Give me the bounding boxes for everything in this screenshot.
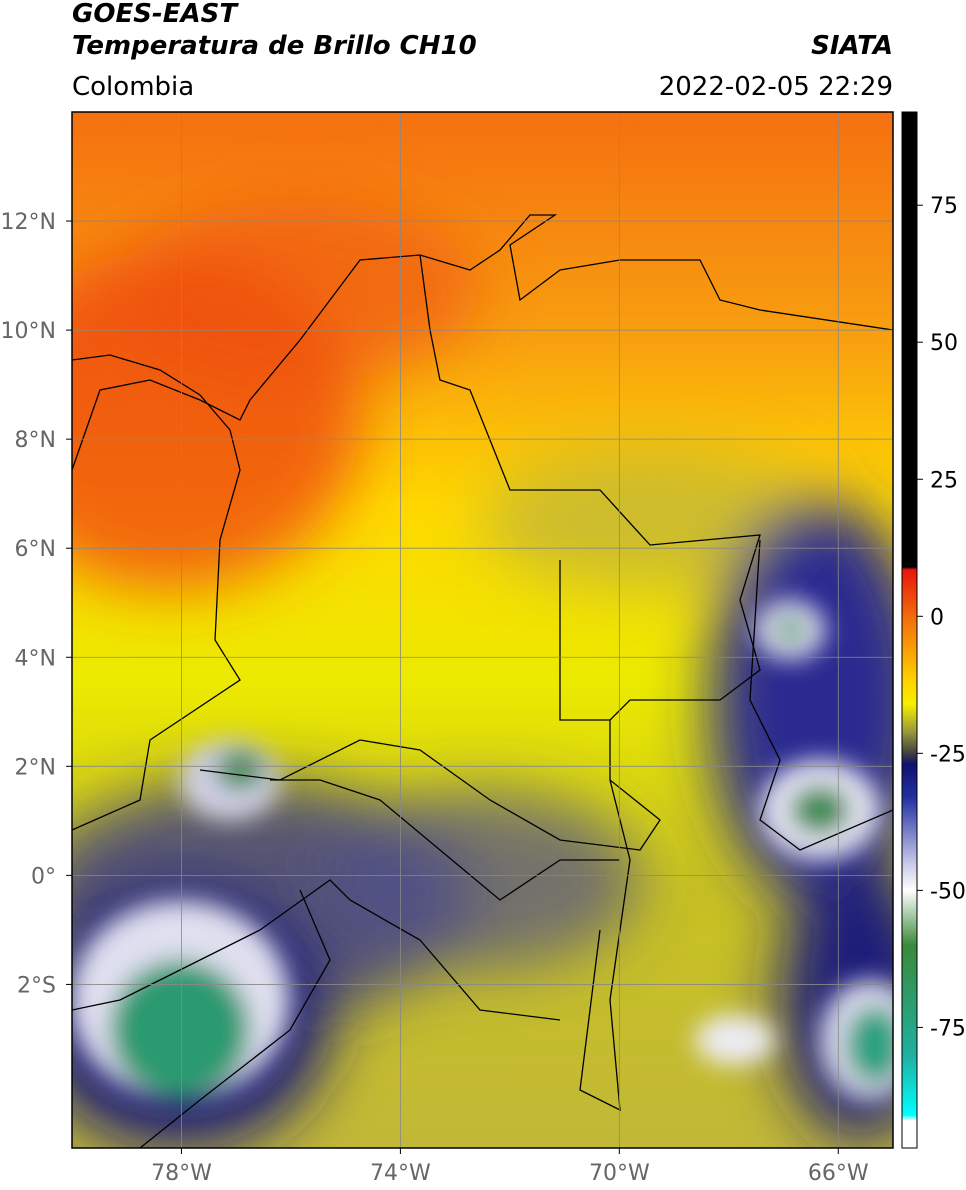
satellite-image <box>72 112 893 1148</box>
colorbar-tick-label: -50 <box>930 879 966 904</box>
colorbar-tick-label: 75 <box>930 194 958 219</box>
datetime: 2022-02-05 22:29 <box>659 72 893 102</box>
region: Colombia <box>72 72 194 102</box>
y-tick-label: 8°N <box>15 428 56 453</box>
colorbar <box>901 111 918 1149</box>
y-tick-label: 10°N <box>1 319 56 344</box>
y-tick-label: 4°N <box>15 646 56 671</box>
x-tick-label: 78°W <box>151 1161 212 1186</box>
y-tick-label: 6°N <box>15 537 56 562</box>
x-tick-label: 74°W <box>370 1161 431 1186</box>
colorbar-tick-label: 50 <box>930 331 958 356</box>
x-tick-label: 70°W <box>589 1161 650 1186</box>
colorbar-tick-label: 0 <box>930 605 944 630</box>
source: SIATA <box>811 31 893 61</box>
x-tick-label: 66°W <box>808 1161 869 1186</box>
y-tick-label: 0° <box>31 864 56 889</box>
product: Temperatura de Brillo CH10 <box>72 31 477 61</box>
y-tick-label: 2°S <box>17 973 56 998</box>
y-tick-label: 12°N <box>1 210 56 235</box>
map-frame <box>71 111 894 1149</box>
colorbar-tick-label: -75 <box>930 1016 966 1041</box>
colorbar-tick-label: -25 <box>930 742 966 767</box>
satellite: GOES-EAST <box>72 0 239 29</box>
colorbar-tick-label: 25 <box>930 468 958 493</box>
y-tick-label: 2°N <box>15 755 56 780</box>
